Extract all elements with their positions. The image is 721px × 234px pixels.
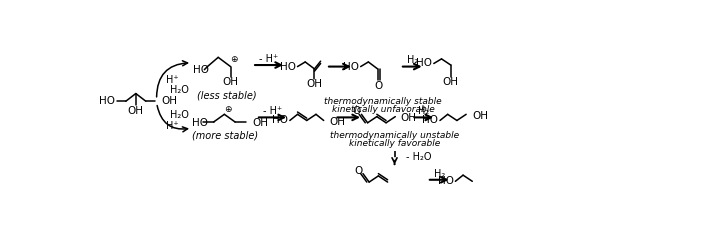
Text: HO: HO bbox=[416, 58, 433, 69]
Text: OH: OH bbox=[162, 96, 177, 106]
Text: - H₂O: - H₂O bbox=[406, 152, 432, 162]
Text: (less stable): (less stable) bbox=[197, 91, 257, 101]
Text: HO: HO bbox=[423, 116, 438, 125]
Text: H₂: H₂ bbox=[418, 106, 430, 116]
Text: OH: OH bbox=[306, 79, 322, 89]
Text: HO: HO bbox=[193, 66, 209, 75]
Text: O: O bbox=[353, 106, 361, 116]
Text: ⊕: ⊕ bbox=[230, 55, 237, 64]
Text: HO: HO bbox=[280, 62, 296, 72]
Text: H₂O: H₂O bbox=[170, 110, 189, 120]
Text: OH: OH bbox=[330, 117, 346, 127]
Text: ⊕: ⊕ bbox=[224, 105, 231, 114]
Text: kinetically favorable: kinetically favorable bbox=[349, 139, 440, 148]
Text: H⁺: H⁺ bbox=[167, 75, 179, 85]
Text: - H⁺: - H⁺ bbox=[263, 106, 282, 116]
Text: HO: HO bbox=[99, 96, 115, 106]
Text: H⁺: H⁺ bbox=[167, 121, 179, 131]
Text: OH: OH bbox=[223, 77, 239, 87]
Text: O: O bbox=[354, 165, 363, 176]
Text: thermodynamically stable: thermodynamically stable bbox=[324, 98, 442, 106]
Text: HO: HO bbox=[192, 118, 208, 128]
Text: H₂: H₂ bbox=[433, 169, 445, 179]
Text: HO: HO bbox=[438, 176, 454, 186]
Text: thermodynamically unstable: thermodynamically unstable bbox=[330, 131, 459, 140]
Text: (more stable): (more stable) bbox=[192, 131, 258, 141]
Text: OH: OH bbox=[252, 118, 268, 128]
Text: H₂O: H₂O bbox=[170, 85, 189, 95]
Text: HO: HO bbox=[273, 116, 288, 125]
Text: HO: HO bbox=[343, 62, 359, 72]
Text: OH: OH bbox=[443, 77, 459, 87]
Text: kinetically unfavorable: kinetically unfavorable bbox=[332, 105, 434, 114]
Text: - H⁺: - H⁺ bbox=[260, 54, 278, 64]
Text: OH: OH bbox=[401, 113, 417, 123]
Text: H₂: H₂ bbox=[407, 55, 418, 66]
Text: OH: OH bbox=[472, 111, 488, 121]
Text: O: O bbox=[374, 81, 383, 91]
Text: OH: OH bbox=[128, 106, 143, 116]
